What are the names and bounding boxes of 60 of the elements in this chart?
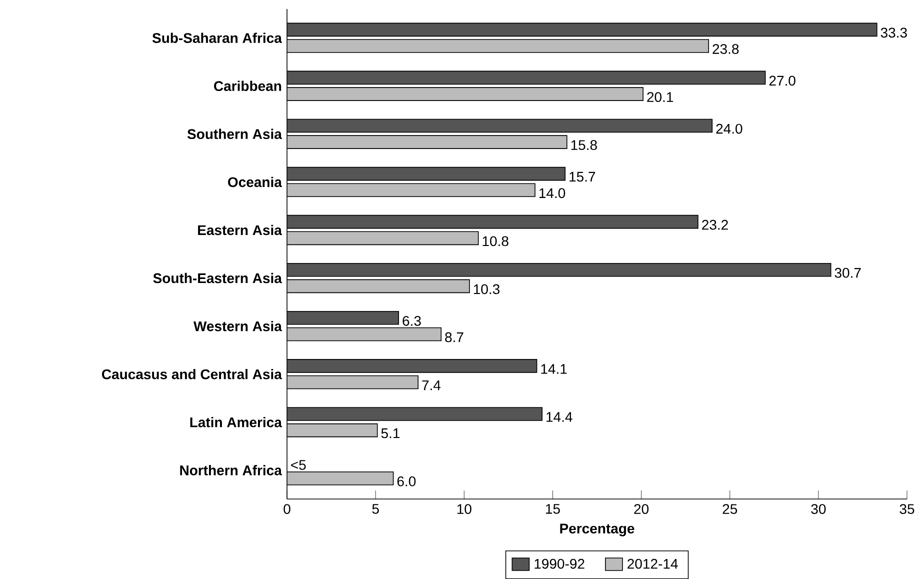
y-tick-label: Southern Asia: [187, 128, 282, 140]
x-tick-label: 0: [284, 504, 290, 514]
bar: [287, 183, 536, 198]
y-tick-label: Oceania: [228, 176, 282, 188]
y-tick-label: Western Asia: [193, 320, 282, 332]
bar: [287, 87, 644, 101]
y-tick-label: Caucasus and Central Asia: [102, 368, 282, 380]
x-tick-label: 30: [811, 504, 826, 514]
x-tick-label: 25: [722, 504, 738, 514]
bar: [287, 135, 568, 149]
data-label: 23.2: [702, 220, 728, 230]
data-label: 33.3: [880, 28, 907, 38]
y-tick-label: Northern Africa: [180, 465, 282, 476]
data-label: 20.1: [647, 92, 674, 102]
text: <5: [291, 460, 306, 470]
bar: [287, 359, 538, 373]
x-axis-title: Percentage: [560, 524, 634, 536]
bar: [287, 166, 566, 181]
x-tick-label: 35: [900, 504, 914, 514]
legend-label: 2012-14: [628, 558, 678, 569]
bar: [287, 70, 766, 85]
bar: [287, 39, 710, 53]
data-label: 15.7: [570, 172, 596, 182]
data-label: 14.0: [539, 188, 566, 198]
data-label: 6.3: [402, 316, 421, 326]
data-label: 23.8: [712, 44, 739, 54]
bar: [287, 262, 832, 277]
bar: [287, 423, 378, 438]
bar: [287, 214, 698, 229]
y-tick-label: Eastern Asia: [198, 224, 282, 236]
data-label: 5.1: [381, 428, 400, 438]
x-tick-label: 10: [457, 504, 472, 514]
data-label: 24.0: [716, 124, 742, 134]
bar: [287, 231, 479, 246]
bar: [287, 118, 713, 133]
x-tick-label: 20: [634, 504, 649, 514]
data-label: 6.0: [397, 476, 416, 486]
y-tick-label: South-Eastern Asia: [153, 272, 282, 284]
data-label: 7.4: [422, 380, 441, 390]
y-tick-label: Caribbean: [214, 80, 282, 92]
data-label: 27.0: [769, 76, 796, 86]
data-label: 10.3: [474, 284, 500, 294]
data-label: 30.7: [834, 268, 861, 278]
y-tick-label: Latin America: [190, 417, 282, 428]
data-label: 10.8: [482, 236, 508, 246]
x-tick-label: 15: [546, 504, 560, 514]
x-tick-label: 5: [372, 504, 379, 514]
bar: [287, 22, 878, 37]
bar: [287, 327, 442, 342]
bar: [287, 279, 470, 294]
data-label: 8.7: [445, 332, 464, 342]
data-label: 15.8: [571, 140, 597, 150]
bar: [287, 375, 418, 390]
bar: [287, 471, 394, 486]
y-tick-label: Sub-Saharan Africa: [152, 32, 282, 43]
bar: [287, 311, 400, 325]
data-label: 14.4: [546, 412, 572, 422]
data-label: 14.1: [541, 364, 567, 374]
bar: [287, 407, 542, 421]
legend-label: 1990-92: [534, 558, 584, 569]
